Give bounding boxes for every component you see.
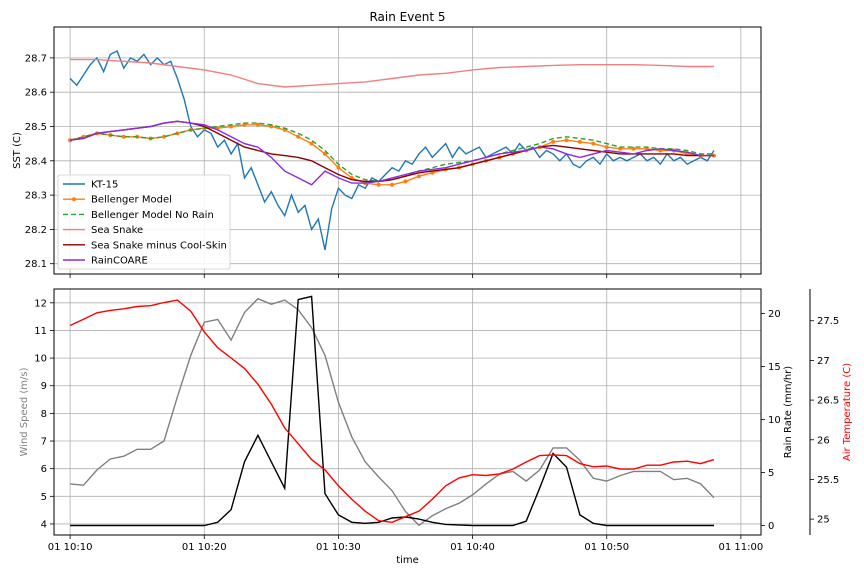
data-point-bellenger-model [416, 174, 421, 179]
air-ytick-label: 27.5 [817, 316, 839, 327]
data-point-bellenger-model [564, 138, 569, 143]
wind-ytick-label: 7 [41, 437, 47, 448]
data-point-bellenger-model [376, 182, 381, 187]
bottom-xtick-label: 01 11:00 [719, 542, 764, 553]
wind-ytick-label: 6 [41, 464, 47, 475]
rain-ytick-label: 15 [768, 362, 781, 373]
data-point-bellenger-model [336, 165, 341, 170]
data-point-bellenger-model [255, 122, 260, 127]
legend-box [57, 174, 231, 270]
data-point-bellenger-model [403, 179, 408, 184]
series-line-raincoare [70, 120, 714, 186]
legend-label-raincoare: RainCOARE [91, 256, 148, 267]
data-point-bellenger-model [604, 145, 609, 150]
legend-label-bellenger-model-no-rain: Bellenger Model No Rain [91, 210, 214, 221]
series-line-kt-15 [69, 50, 715, 251]
legend: KT-15 Bellenger Model Bellenger Model No R… [57, 174, 231, 270]
series-line-rain-rate [70, 295, 714, 527]
wind-ytick-label: 4 [41, 519, 47, 530]
top-ytick-label: 28.5 [25, 122, 47, 133]
legend-marker [72, 197, 76, 202]
data-point-bellenger-model [712, 153, 717, 158]
wind-ytick-label: 9 [41, 381, 47, 392]
air-temp-axis-label: Air Temperature (C) [842, 363, 853, 461]
legend-label-sea-snake-minus-cool-skin: Sea Snake minus Cool-Skin [91, 240, 227, 251]
legend-label-bellenger-model: Bellenger Model [91, 195, 172, 206]
air-ytick-label: 26 [817, 435, 830, 446]
rain-ytick-label: 20 [768, 309, 781, 320]
legend-label-kt-15: KT-15 [91, 180, 118, 191]
top-ylabel: SST (C) [12, 132, 23, 169]
rain-ytick-label: 10 [768, 415, 781, 426]
wind-ytick-label: 11 [34, 326, 47, 337]
top-ytick-label: 28.3 [25, 191, 47, 202]
data-point-bellenger-model [121, 134, 126, 139]
air-ytick-label: 25 [817, 515, 830, 526]
chart-title: Rain Event 5 [369, 10, 445, 24]
air-ytick-label: 25.5 [817, 475, 839, 486]
data-point-bellenger-model [162, 134, 167, 139]
bottom-axes-frame [53, 288, 762, 536]
top-ytick-label: 28.7 [25, 53, 47, 64]
data-point-bellenger-model [577, 139, 582, 144]
wind-ytick-label: 10 [34, 354, 47, 365]
data-point-bellenger-model [591, 141, 596, 146]
top-ytick-label: 28.1 [25, 259, 47, 270]
bottom-xtick-label: 01 10:20 [182, 542, 227, 553]
wind-ytick-label: 8 [41, 409, 47, 420]
bottom-xtick-label: 01 10:30 [316, 542, 361, 553]
legend-label-sea-snake: Sea Snake [91, 225, 143, 236]
data-point-bellenger-model [322, 151, 327, 156]
air-ytick-label: 26.5 [817, 396, 839, 407]
series-line-sea-snake [70, 58, 714, 88]
rain-ytick-label: 0 [768, 521, 774, 532]
bottom-xtick-label: 01 10:40 [450, 542, 495, 553]
wind-speed-axis-label: Wind Speed (m/s) [19, 367, 30, 456]
data-point-bellenger-model [175, 131, 180, 136]
top-ytick-label: 28.4 [25, 156, 47, 167]
series-line-bellenger-model-no-rain [69, 122, 714, 183]
bottom-xtick-label: 01 10:10 [48, 542, 93, 553]
wind-ytick-label: 5 [41, 492, 47, 503]
series-line-air-temperature [69, 299, 715, 524]
series-line-wind-speed [70, 297, 715, 527]
bottom-xtick-label: 01 10:50 [584, 542, 629, 553]
data-point-bellenger-model [296, 134, 301, 139]
data-point-bellenger-model [269, 124, 274, 129]
rain-rate-axis-label: Rain Rate (mm/hr) [783, 366, 794, 458]
top-ytick-label: 28.2 [25, 225, 47, 236]
bottom-xlabel: time [396, 555, 419, 566]
rain-ytick-label: 5 [768, 468, 774, 479]
data-point-bellenger-model [390, 182, 395, 187]
top-axes-frame [53, 26, 762, 275]
wind-ytick-label: 12 [34, 298, 47, 309]
data-point-bellenger-model [551, 139, 556, 144]
data-point-bellenger-model [68, 138, 73, 143]
air-ytick-label: 27 [817, 356, 830, 367]
data-point-bellenger-model [309, 141, 314, 146]
top-ytick-label: 28.6 [25, 88, 47, 99]
